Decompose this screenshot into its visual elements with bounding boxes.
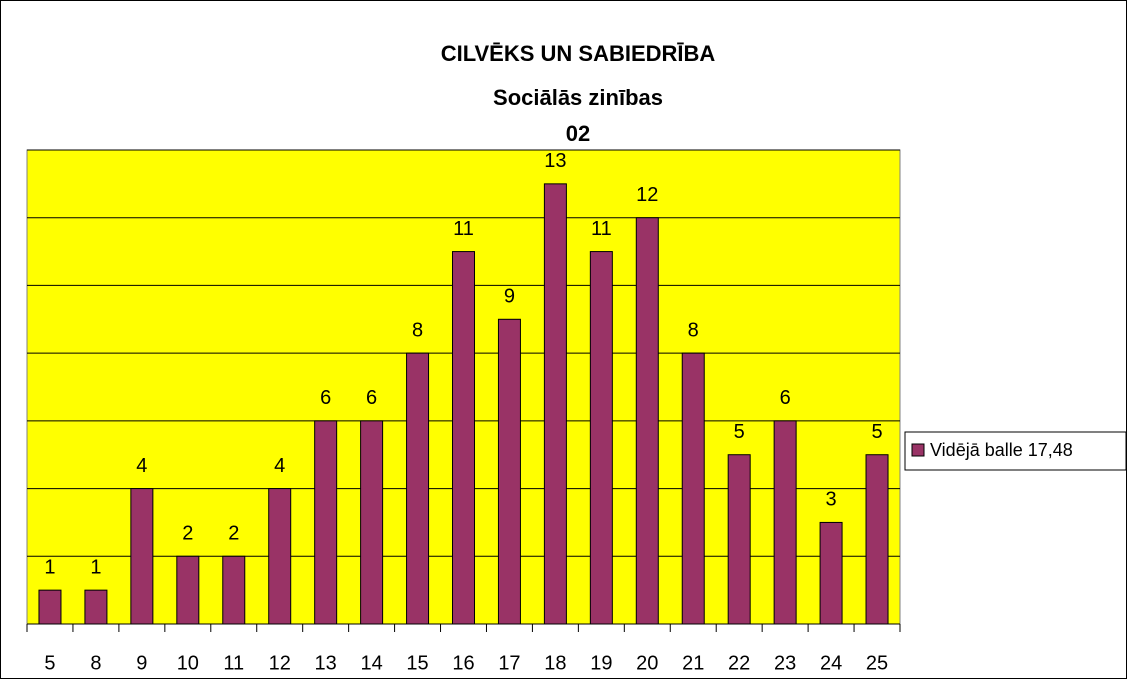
bar bbox=[222, 555, 246, 625]
bar bbox=[865, 454, 889, 625]
data-label: 4 bbox=[274, 455, 285, 477]
data-label: 9 bbox=[504, 286, 515, 308]
bar bbox=[635, 217, 659, 625]
bar bbox=[727, 454, 751, 625]
data-label: 2 bbox=[228, 523, 239, 545]
data-label: 12 bbox=[636, 184, 658, 206]
x-tick-label: 16 bbox=[452, 652, 474, 674]
x-tick-label: 25 bbox=[866, 652, 888, 674]
x-tick-label: 12 bbox=[269, 652, 291, 674]
bar bbox=[38, 589, 62, 625]
data-label: 4 bbox=[136, 455, 147, 477]
bar bbox=[589, 251, 613, 625]
bar bbox=[176, 555, 200, 625]
x-tick-label: 5 bbox=[44, 652, 55, 674]
x-tick-label: 14 bbox=[360, 652, 382, 674]
x-tick-label: 18 bbox=[544, 652, 566, 674]
x-tick-label: 11 bbox=[223, 652, 244, 674]
data-label: 6 bbox=[320, 387, 331, 409]
x-tick-label: 13 bbox=[315, 652, 337, 674]
legend-label: Vidējā balle 17,48 bbox=[930, 440, 1073, 460]
bar bbox=[819, 521, 843, 625]
bar bbox=[314, 420, 338, 625]
x-tick-label: 23 bbox=[774, 652, 796, 674]
bar bbox=[497, 318, 521, 625]
bar bbox=[543, 183, 567, 625]
data-label: 13 bbox=[544, 150, 566, 172]
data-label: 5 bbox=[734, 421, 745, 443]
data-label: 2 bbox=[182, 523, 193, 545]
data-label: 8 bbox=[412, 319, 423, 341]
data-label: 5 bbox=[871, 421, 882, 443]
data-label: 3 bbox=[826, 489, 837, 511]
data-label: 1 bbox=[44, 556, 55, 578]
data-label: 1 bbox=[90, 556, 101, 578]
data-label: 11 bbox=[591, 218, 612, 240]
x-tick-label: 22 bbox=[728, 652, 750, 674]
chart-title: CILVĒKS UN SABIEDRĪBA bbox=[441, 41, 716, 66]
x-tick-label: 9 bbox=[136, 652, 147, 674]
data-label: 6 bbox=[366, 387, 377, 409]
bar bbox=[130, 488, 154, 625]
data-label: 8 bbox=[688, 319, 699, 341]
bar bbox=[406, 352, 430, 625]
x-tick-label: 24 bbox=[820, 652, 842, 674]
chart-subtitle: Sociālās zinības bbox=[493, 85, 663, 110]
x-tick-label: 17 bbox=[498, 652, 520, 674]
data-label: 11 bbox=[453, 218, 474, 240]
x-tick-label: 8 bbox=[90, 652, 101, 674]
x-tick-label: 10 bbox=[177, 652, 199, 674]
x-tick-label: 20 bbox=[636, 652, 658, 674]
bar bbox=[84, 589, 108, 625]
bar bbox=[452, 251, 475, 625]
legend-box bbox=[904, 431, 1127, 471]
chart-subtitle: 02 bbox=[566, 121, 590, 146]
bar bbox=[773, 420, 797, 625]
x-tick-label: 21 bbox=[682, 652, 704, 674]
bar bbox=[268, 488, 292, 625]
data-label: 6 bbox=[780, 387, 791, 409]
legend-swatch bbox=[911, 443, 925, 457]
bar bbox=[681, 352, 705, 625]
bar bbox=[360, 420, 384, 625]
x-tick-label: 19 bbox=[590, 652, 612, 674]
x-tick-label: 15 bbox=[406, 652, 428, 674]
